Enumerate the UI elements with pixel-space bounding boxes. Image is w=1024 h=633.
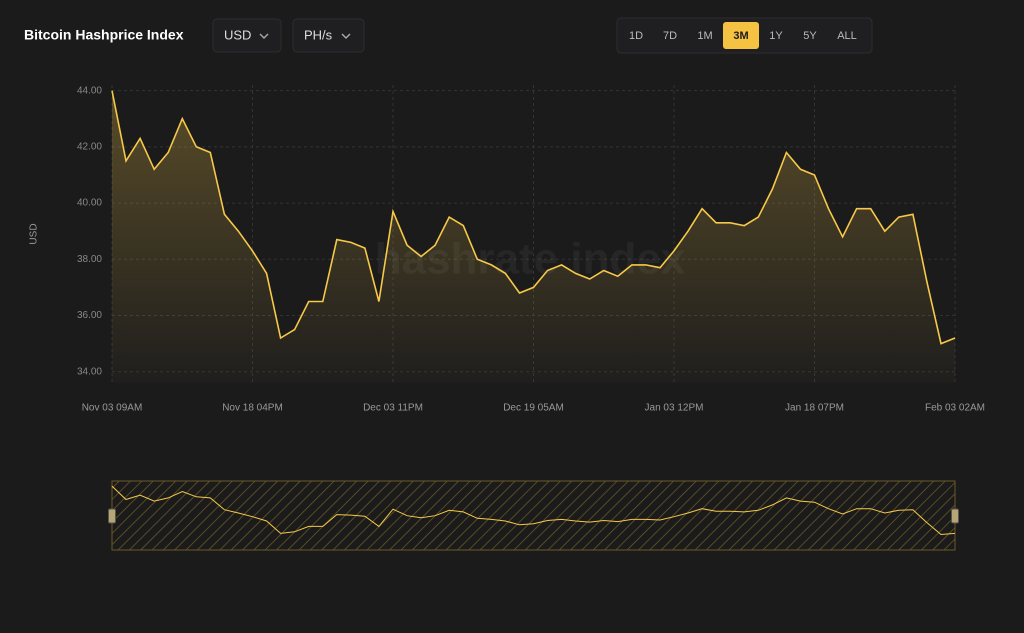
navigator-handle[interactable] bbox=[108, 508, 116, 524]
chevron bbox=[341, 33, 351, 39]
dropdown-box[interactable] bbox=[212, 18, 282, 53]
range-button-active[interactable] bbox=[723, 22, 759, 49]
y-tick-label: 44.00 bbox=[77, 85, 102, 96]
navigator-window bbox=[111, 480, 956, 551]
chevron bbox=[259, 33, 269, 39]
line bbox=[111, 90, 956, 345]
dropdown-label[interactable]: PH/s bbox=[304, 27, 333, 42]
y-tick-label: 42.00 bbox=[77, 141, 102, 152]
x-tick-label: Feb 03 02AM bbox=[925, 403, 985, 414]
x-tick-label: Jan 18 07PM bbox=[785, 403, 844, 414]
x-tick-label: Nov 18 04PM bbox=[222, 403, 283, 414]
range-button[interactable]: 1M bbox=[697, 30, 712, 42]
y-tick-label: 40.00 bbox=[77, 198, 102, 209]
y-tick-label: 34.00 bbox=[77, 366, 102, 377]
navigator-line bbox=[111, 485, 956, 536]
y-tick-label: 36.00 bbox=[77, 310, 102, 321]
range-button[interactable]: ALL bbox=[837, 30, 857, 42]
unit-dropdown[interactable]: PH/s bbox=[292, 18, 365, 53]
x-tick-label: Dec 19 05AM bbox=[503, 403, 564, 414]
y-axis-label: USD bbox=[29, 223, 40, 244]
dropdown-label[interactable]: USD bbox=[224, 27, 251, 42]
x-tick-label: Nov 03 09AM bbox=[82, 403, 143, 414]
area bbox=[112, 90, 955, 383]
y-tick-label: 38.00 bbox=[77, 254, 102, 265]
page-title: Bitcoin Hashprice Index bbox=[24, 27, 184, 43]
x-tick-label: Jan 03 12PM bbox=[645, 403, 704, 414]
dropdown-box[interactable] bbox=[292, 18, 365, 53]
x-tick-label: Dec 03 11PM bbox=[363, 403, 423, 414]
range-button[interactable]: 3M bbox=[733, 30, 748, 42]
range-button[interactable]: 1D bbox=[629, 30, 643, 42]
range-button[interactable]: 7D bbox=[663, 30, 677, 42]
range-button[interactable]: 5Y bbox=[803, 30, 817, 42]
navigator-handle[interactable] bbox=[951, 508, 959, 524]
currency-dropdown[interactable]: USD bbox=[212, 18, 282, 53]
range-button[interactable]: 1Y bbox=[769, 30, 783, 42]
